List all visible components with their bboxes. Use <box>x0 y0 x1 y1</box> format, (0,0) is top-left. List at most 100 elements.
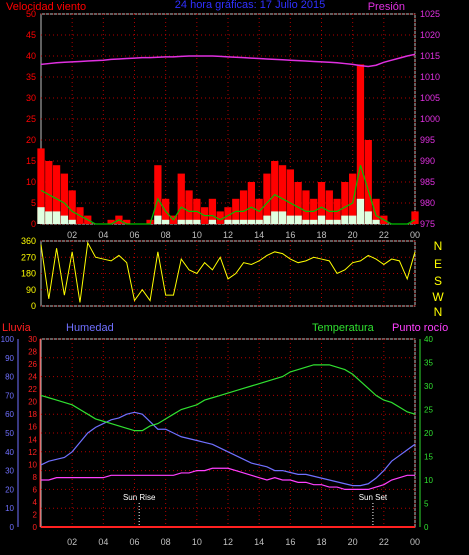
wind-gust-bar <box>247 182 256 224</box>
wind-gust-bar <box>325 190 333 224</box>
wind-gust-bar <box>349 173 357 224</box>
rain-tick-label: 24 <box>28 373 37 382</box>
wind-gust-bar <box>239 190 248 224</box>
wind-min-bar <box>302 219 310 224</box>
dewpoint-label: Punto rocío <box>392 322 448 334</box>
wind-gust-bar <box>52 165 61 224</box>
pressure-line <box>40 53 416 68</box>
rain-tick-label: 26 <box>28 360 37 369</box>
climate-x-tick-label: 14 <box>254 537 264 547</box>
wind-min-bar <box>341 215 349 224</box>
wind-gust-bar <box>107 219 115 224</box>
wind-gust-bar <box>411 211 419 224</box>
humidity-tick-label: 70 <box>5 391 14 400</box>
rain-tick-label: 22 <box>28 385 37 394</box>
wind-gust-bar <box>271 161 279 224</box>
pressure-title: Presión <box>368 1 405 13</box>
wind-gust-bar <box>286 169 294 224</box>
rain-tick-label: 4 <box>33 498 38 507</box>
temperature-tick-label: 25 <box>424 406 433 415</box>
wind-min-bar <box>232 219 240 224</box>
climate-x-tick-label: 22 <box>379 537 389 547</box>
wind-min-bar <box>349 215 357 224</box>
dewpoint-line <box>41 467 415 490</box>
compass-tick-label: S <box>434 274 442 288</box>
wind-gust-bar <box>45 161 53 224</box>
wind-min-bar <box>364 211 372 224</box>
wind-min-bar <box>278 211 287 224</box>
wind-x-tick-label: 22 <box>379 230 389 240</box>
wind-min-bar <box>208 219 217 224</box>
wind-gust-bar <box>185 190 193 224</box>
wind-x-tick-label: 16 <box>285 230 295 240</box>
temperature-tick-label: 0 <box>424 523 429 532</box>
wind-gust-bar <box>216 211 224 224</box>
wind-y-tick-label: 35 <box>26 72 36 82</box>
wind-gust-bar <box>60 173 69 224</box>
wind-x-tick-label: 06 <box>129 230 139 240</box>
wind-gust-bar <box>37 148 45 224</box>
temperature-tick-label: 35 <box>424 359 433 368</box>
wind-min-bar <box>247 219 256 224</box>
humidity-line <box>40 411 416 487</box>
compass-tick-label: E <box>434 257 442 271</box>
sun-event-label: Sun Set <box>359 493 388 502</box>
pressure-y-tick-label: 975 <box>420 219 435 229</box>
direction-y-tick-label: 360 <box>21 236 36 246</box>
rain-tick-label: 20 <box>28 398 37 407</box>
pressure-y-tick-label: 1015 <box>420 51 440 61</box>
wind-y-tick-label: 15 <box>26 156 36 166</box>
wind-y-tick-label: 5 <box>31 198 36 208</box>
climate-x-tick-label: 20 <box>348 537 358 547</box>
wind-gust-bar <box>177 173 185 224</box>
temperature-tick-label: 40 <box>424 335 433 344</box>
climate-x-tick-label: 12 <box>223 537 233 547</box>
wind-y-tick-label: 50 <box>26 9 36 19</box>
wind-min-bar <box>372 219 380 224</box>
rain-tick-label: 8 <box>33 473 38 482</box>
rain-tick-label: 30 <box>28 335 37 344</box>
climate-x-tick-label: 18 <box>316 537 326 547</box>
rain-tick-label: 14 <box>28 435 37 444</box>
direction-y-tick-label: 180 <box>21 269 36 279</box>
humidity-label: Humedad <box>66 322 114 334</box>
rain-tick-label: 2 <box>33 510 38 519</box>
pressure-y-tick-label: 1000 <box>420 114 440 124</box>
compass-tick-label: W <box>432 290 444 304</box>
rain-tick-label: 6 <box>33 485 38 494</box>
humidity-tick-label: 90 <box>5 354 14 363</box>
humidity-tick-label: 100 <box>1 335 15 344</box>
wind-min-bar <box>317 215 326 224</box>
rain-tick-label: 16 <box>28 423 37 432</box>
pressure-y-tick-label: 1020 <box>420 30 440 40</box>
humidity-tick-label: 0 <box>10 523 15 532</box>
wind-gust-bar <box>123 219 131 224</box>
wind-gust-bar <box>341 182 349 224</box>
wind-gust-bar <box>294 182 302 224</box>
rain-tick-label: 0 <box>33 523 38 532</box>
wind-min-bar <box>263 215 271 224</box>
pressure-y-tick-label: 990 <box>420 156 435 166</box>
humidity-tick-label: 10 <box>5 504 14 513</box>
wind-min-bar <box>224 219 232 224</box>
wind-x-tick-label: 10 <box>192 230 202 240</box>
wind-min-bar <box>185 219 193 224</box>
wind-min-bar <box>255 219 263 224</box>
temperature-tick-label: 15 <box>424 453 433 462</box>
rain-tick-label: 18 <box>28 410 37 419</box>
wind-min-bar <box>356 198 365 224</box>
pressure-y-tick-label: 995 <box>420 135 435 145</box>
wind-min-bar <box>286 215 294 224</box>
climate-x-tick-label: 00 <box>410 537 420 547</box>
rain-label: Lluvia <box>2 322 32 334</box>
wind-y-tick-label: 10 <box>26 177 36 187</box>
wind-gust-bar <box>364 140 372 224</box>
direction-y-tick-label: 90 <box>26 285 36 295</box>
wind-gust-bar <box>263 173 271 224</box>
pressure-y-tick-label: 1005 <box>420 93 440 103</box>
wind-gust-bar <box>278 165 287 224</box>
wind-x-tick-label: 18 <box>316 230 326 240</box>
climate-x-tick-label: 10 <box>192 537 202 547</box>
wind-x-tick-label: 20 <box>348 230 358 240</box>
wind-gust-bar <box>302 190 310 224</box>
